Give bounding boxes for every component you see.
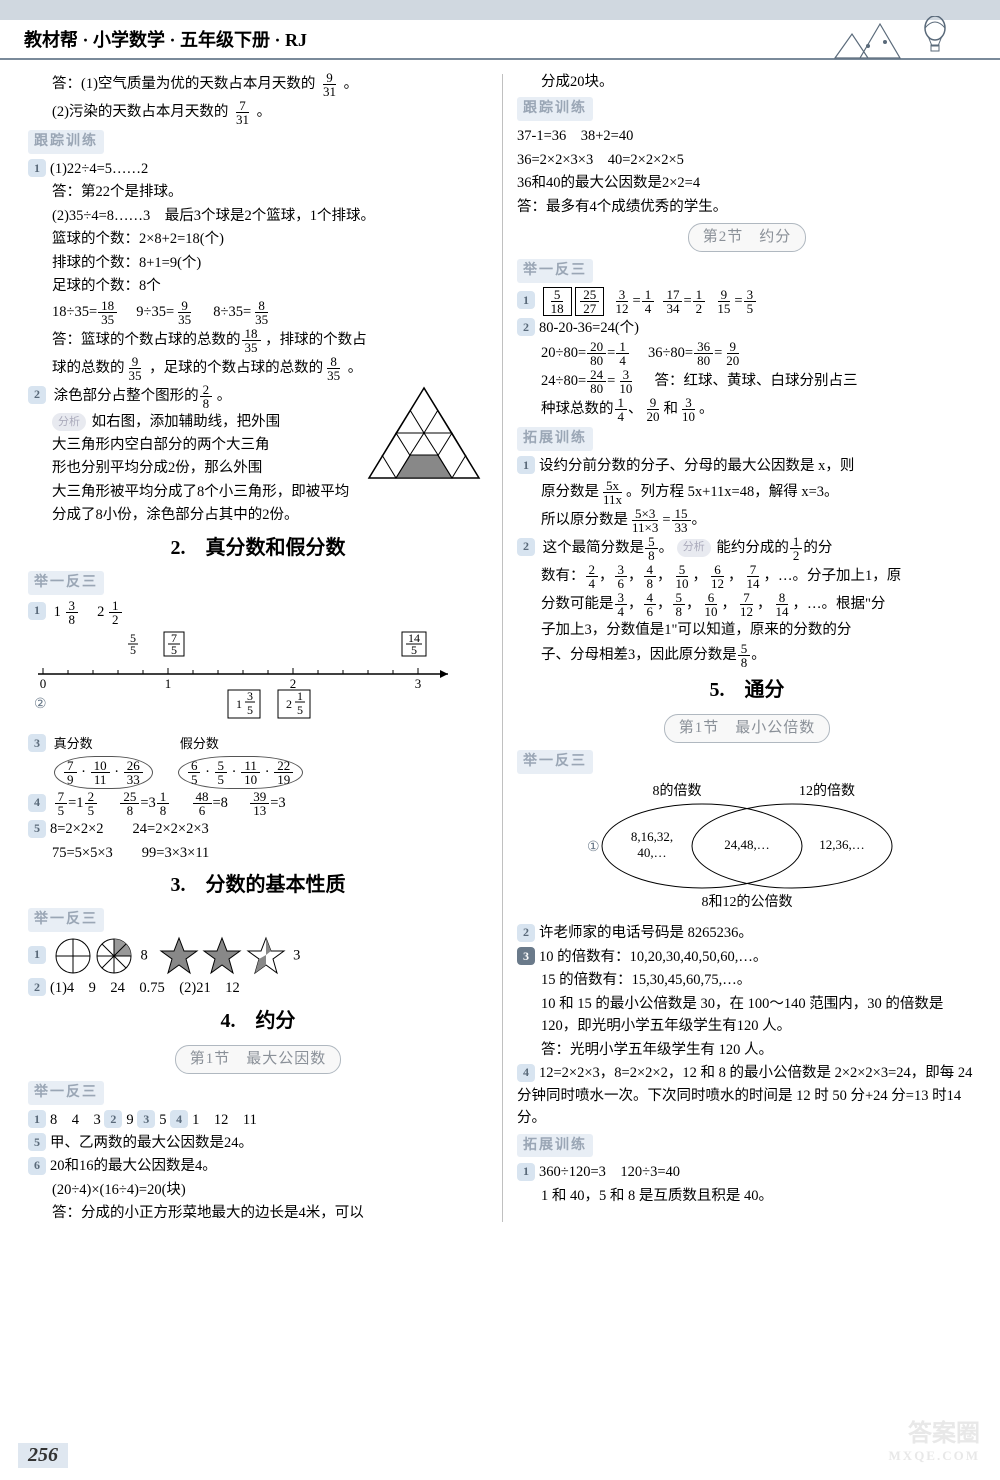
item-number: 3	[517, 947, 535, 965]
item-number: 4	[170, 1110, 188, 1128]
triangle-diagram	[364, 383, 484, 483]
star-icon	[159, 936, 199, 976]
section-title: 4. 约分	[28, 1006, 488, 1037]
svg-text:5: 5	[411, 643, 417, 657]
section-title: 2. 真分数和假分数	[28, 533, 488, 564]
circle-fraction-icon	[54, 937, 92, 975]
number-line-diagram: 55 75 145 0123 135 215	[28, 630, 488, 729]
star-icon	[202, 936, 242, 976]
svg-text:3: 3	[415, 676, 422, 691]
svg-text:40,…: 40,…	[637, 845, 666, 860]
text: (2)污染的天数占本月天数的	[52, 104, 228, 120]
text: 答：(1)空气质量为优的天数占本月天数的	[52, 76, 315, 92]
item-number: 2	[28, 978, 46, 996]
item-number: 2	[104, 1110, 122, 1128]
svg-text:8的倍数: 8的倍数	[653, 783, 702, 799]
column-divider	[502, 74, 503, 1222]
item-number: 1	[517, 1163, 535, 1181]
star-icon	[246, 936, 286, 976]
section-badge: 拓展训练	[517, 427, 593, 451]
circle-fraction-icon	[95, 937, 133, 975]
svg-text:5: 5	[130, 643, 136, 657]
item-number: 4	[517, 1064, 535, 1082]
svg-text:2: 2	[290, 676, 297, 691]
item-number: 1	[28, 946, 46, 964]
section-badge: 跟踪训练	[517, 97, 593, 121]
item-number: 1	[28, 602, 46, 620]
item-number: 2	[517, 924, 535, 942]
svg-text:5: 5	[247, 703, 253, 717]
section-badge: 举一反三	[28, 571, 104, 595]
svg-text:2: 2	[286, 697, 292, 711]
item-number: 5	[28, 820, 46, 838]
svg-text:12的倍数: 12的倍数	[799, 783, 855, 799]
item-number: 1	[517, 456, 535, 474]
section-badge: 举一反三	[28, 1081, 104, 1105]
item-number: 1	[28, 1110, 46, 1128]
hint-badge: 分析	[677, 539, 711, 557]
svg-text:②: ②	[34, 697, 47, 712]
left-column: 答：(1)空气质量为优的天数占本月天数的 931 。 (2)污染的天数占本月天数…	[28, 70, 488, 1226]
item-number: 2	[517, 538, 535, 556]
hint-badge: 分析	[52, 413, 86, 431]
item-number: 6	[28, 1157, 46, 1175]
svg-text:8,16,32,: 8,16,32,	[631, 829, 673, 844]
item-number: 1	[28, 159, 46, 177]
svg-text:①: ①	[587, 840, 600, 855]
item-number: 2	[517, 318, 535, 336]
section-badge: 举一反三	[28, 908, 104, 932]
item-number: 2	[28, 386, 46, 404]
section-badge: 举一反三	[517, 259, 593, 283]
item-number: 5	[28, 1133, 46, 1151]
venn-diagram: 8的倍数 12的倍数 8,16,32, 40,… 24,48,… 12,36,……	[517, 781, 977, 918]
svg-text:1: 1	[165, 676, 172, 691]
section-badge: 拓展训练	[517, 1134, 593, 1158]
svg-text:5: 5	[171, 643, 177, 657]
svg-text:1: 1	[297, 689, 303, 703]
svg-text:0: 0	[40, 676, 47, 691]
svg-text:12,36,…: 12,36,…	[819, 837, 865, 852]
watermark: 答案圈 MXQE.COM	[889, 1413, 980, 1464]
section-badge: 举一反三	[517, 750, 593, 774]
header-decoration-icon	[830, 16, 960, 66]
node-pill: 第2节 约分	[688, 223, 807, 252]
section-title: 5. 通分	[517, 675, 977, 706]
content-columns: 答：(1)空气质量为优的天数占本月天数的 931 。 (2)污染的天数占本月天数…	[0, 64, 1000, 1226]
item-number: 3	[28, 734, 46, 752]
section-badge: 跟踪训练	[28, 130, 104, 154]
fraction: 931	[320, 71, 339, 98]
section-title: 3. 分数的基本性质	[28, 870, 488, 901]
node-pill: 第1节 最大公因数	[175, 1045, 342, 1074]
right-column: 分成20块。 跟踪训练 37-1=36 38+2=40 36=2×2×3×3 4…	[517, 70, 977, 1226]
svg-text:5: 5	[297, 703, 303, 717]
item-number: 3	[137, 1110, 155, 1128]
oval-group: 79 · 1011 · 2633	[54, 756, 153, 789]
svg-text:3: 3	[247, 689, 253, 703]
svg-text:8和12的公倍数: 8和12的公倍数	[702, 894, 793, 910]
fraction: 731	[233, 99, 252, 126]
item-number: 4	[28, 794, 46, 812]
node-pill: 第1节 最小公倍数	[664, 714, 831, 743]
oval-group: 65 · 55 · 1110 · 2219	[178, 756, 303, 789]
item-number: 1	[517, 291, 535, 309]
svg-text:1: 1	[236, 697, 242, 711]
svg-text:24,48,…: 24,48,…	[724, 837, 770, 852]
page-number: 256	[18, 1443, 68, 1468]
